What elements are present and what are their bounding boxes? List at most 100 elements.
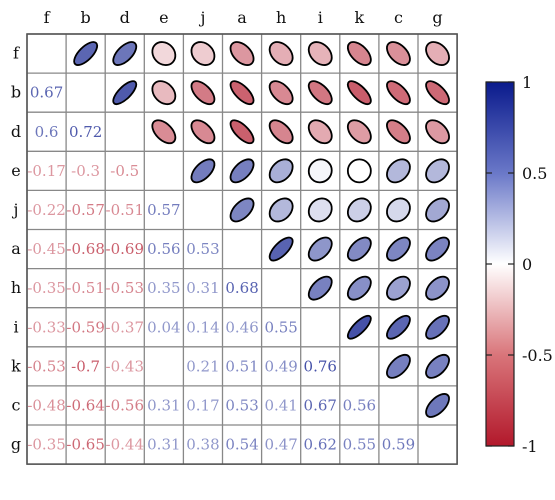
corr-ellipse-f-c	[386, 41, 411, 66]
row-label-d: d	[11, 122, 21, 141]
corr-ellipse-a-h	[268, 236, 294, 262]
row-label-g: g	[11, 435, 21, 454]
corr-value-a-e: 0.56	[147, 240, 180, 258]
row-label-h: h	[11, 278, 21, 297]
corr-ellipse-j-a	[229, 197, 255, 223]
corr-value-k-a: 0.51	[225, 357, 258, 375]
corr-ellipse-b-k	[346, 80, 372, 106]
corr-ellipse-h-k	[346, 275, 372, 301]
corr-value-c-a: 0.53	[225, 396, 258, 414]
corr-value-g-j: 0.38	[186, 436, 219, 454]
corr-ellipse-i-g	[425, 314, 450, 340]
column-label-b: b	[81, 8, 91, 27]
row-label-i: i	[13, 317, 18, 336]
column-label-g: g	[432, 8, 442, 27]
corr-value-g-f: -0.35	[27, 436, 65, 454]
corr-ellipse-a-g	[425, 236, 450, 262]
corr-value-j-d: -0.51	[106, 201, 144, 219]
corr-value-k-i: 0.76	[304, 357, 337, 375]
corr-ellipse-d-g	[425, 119, 450, 145]
corr-ellipse-h-g	[425, 275, 450, 301]
corr-value-g-i: 0.62	[304, 436, 337, 454]
corr-ellipse-f-k	[346, 41, 372, 66]
column-label-j: j	[198, 8, 205, 27]
corr-ellipse-i-k	[346, 314, 372, 340]
row-label-e: e	[11, 161, 20, 180]
corr-value-d-b: 0.72	[69, 123, 102, 141]
column-label-d: d	[120, 8, 130, 27]
corr-ellipse-d-a	[229, 119, 255, 145]
corr-ellipse-h-c	[386, 275, 411, 301]
column-label-e: e	[159, 8, 168, 27]
corr-value-c-j: 0.17	[186, 396, 219, 414]
corr-ellipse-f-b	[73, 41, 99, 66]
matrix-cells: 0.670.6 0.72-0.17 -0.3 -0.5-0.22 -0.57 -0.51 0…	[27, 41, 450, 454]
row-label-b: b	[11, 83, 21, 102]
corr-value-c-k: 0.56	[343, 396, 376, 414]
corr-ellipse-a-c	[386, 236, 411, 262]
row-label-f: f	[13, 44, 20, 63]
corr-value-i-b: -0.59	[66, 318, 104, 336]
corr-ellipse-f-j	[190, 41, 216, 66]
corr-ellipse-j-k	[346, 197, 372, 223]
column-label-f: f	[44, 8, 51, 27]
corr-ellipse-f-h	[268, 41, 294, 66]
row-label-c: c	[12, 395, 21, 414]
corr-value-c-e: 0.31	[147, 396, 180, 414]
corr-value-b-f: 0.67	[30, 84, 63, 102]
column-label-h: h	[276, 8, 286, 27]
corr-value-c-d: -0.56	[106, 396, 144, 414]
corr-ellipse-d-k	[346, 119, 372, 145]
corr-ellipse-b-g	[425, 80, 450, 106]
corr-ellipse-d-j	[190, 119, 216, 145]
corr-value-k-j: 0.21	[186, 357, 219, 375]
corr-value-c-h: 0.41	[264, 396, 297, 414]
corr-ellipse-a-k	[346, 236, 372, 262]
corr-value-j-f: -0.22	[27, 201, 65, 219]
corr-ellipse-j-g	[425, 197, 450, 223]
corr-ellipse-b-d	[112, 80, 138, 106]
corr-ellipse-b-i	[307, 80, 333, 106]
colorbar: 1 0.5 0 -0.5 -1	[485, 73, 553, 456]
corr-value-a-b: -0.68	[66, 240, 104, 258]
corr-value-k-f: -0.53	[27, 357, 65, 375]
corr-ellipse-b-c	[386, 80, 411, 106]
corr-ellipse-f-e	[151, 41, 177, 66]
column-label-c: c	[394, 8, 403, 27]
corr-ellipse-j-h	[268, 197, 294, 223]
corr-value-g-h: 0.47	[264, 436, 297, 454]
corr-value-k-b: -0.7	[71, 357, 100, 375]
corr-ellipse-d-i	[307, 119, 333, 145]
corr-ellipse-a-i	[307, 236, 333, 262]
corr-value-k-d: -0.43	[106, 357, 144, 375]
colorbar-tick-label: 0	[522, 255, 532, 274]
colorbar-tick-label: -1	[522, 437, 538, 456]
corr-ellipse-e-i	[307, 158, 333, 184]
corr-ellipse-h-i	[307, 275, 333, 301]
corr-ellipse-f-g	[425, 41, 450, 66]
corr-value-g-a: 0.54	[225, 436, 258, 454]
corr-value-h-d: -0.53	[106, 279, 144, 297]
column-label-k: k	[354, 8, 364, 27]
corr-value-i-e: 0.04	[147, 318, 180, 336]
corr-value-i-f: -0.33	[27, 318, 65, 336]
corr-ellipse-f-d	[112, 41, 138, 66]
row-label-k: k	[11, 356, 21, 375]
corr-ellipse-j-i	[307, 197, 333, 223]
corr-value-g-c: 0.59	[382, 436, 415, 454]
variable-labels: f f b b d d e e j j a a h h i i k k c c g g	[11, 8, 443, 454]
corr-value-h-e: 0.35	[147, 279, 180, 297]
corr-value-d-f: 0.6	[35, 123, 59, 141]
corr-ellipse-e-j	[190, 158, 216, 184]
corr-value-c-i: 0.67	[304, 396, 337, 414]
corr-ellipse-e-a	[229, 158, 255, 184]
corr-value-g-e: 0.31	[147, 436, 180, 454]
corr-value-h-f: -0.35	[27, 279, 65, 297]
corr-ellipse-b-h	[268, 80, 294, 106]
corr-value-a-j: 0.53	[186, 240, 219, 258]
corr-value-h-j: 0.31	[186, 279, 219, 297]
corr-ellipse-b-a	[229, 80, 255, 106]
corr-ellipse-d-h	[268, 119, 294, 145]
corr-ellipse-j-c	[386, 197, 411, 223]
